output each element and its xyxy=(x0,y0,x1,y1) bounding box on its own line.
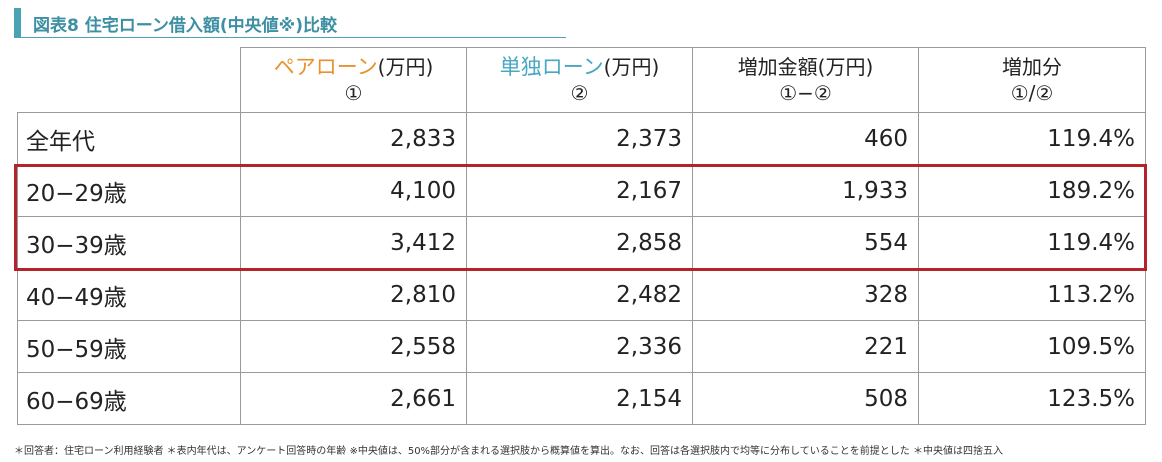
pair-loan-value: 2,810 xyxy=(240,268,467,321)
header-pair-loan-label: ペアローン xyxy=(273,55,378,79)
header-increase-amount-sub: ①−② xyxy=(779,81,832,105)
increase-amount-value: 328 xyxy=(692,268,919,321)
header-corner xyxy=(17,47,241,113)
row-label: 30−39歳 xyxy=(17,216,241,269)
table-row: 20−29歳 4,100 2,167 1,933 189.2% xyxy=(17,164,1146,217)
header-increase-ratio-sub: ①/② xyxy=(1010,81,1054,105)
header-increase-amount: 増加金額(万円) ①−② xyxy=(692,47,919,113)
pair-loan-value: 3,412 xyxy=(240,216,467,269)
header-single-loan-sub: ② xyxy=(570,81,589,105)
pair-loan-value: 4,100 xyxy=(240,164,467,217)
single-loan-value: 2,858 xyxy=(466,216,693,269)
table-row: 40−49歳 2,810 2,482 328 113.2% xyxy=(17,268,1146,321)
increase-amount-value: 508 xyxy=(692,372,919,425)
row-label: 50−59歳 xyxy=(17,320,241,373)
header-increase-ratio: 増加分 ①/② xyxy=(918,47,1146,113)
increase-ratio-value: 123.5% xyxy=(918,372,1146,425)
header-single-loan-label: 単独ローン xyxy=(499,55,604,79)
increase-ratio-value: 113.2% xyxy=(918,268,1146,321)
header-pair-loan: ペアローン(万円) ① xyxy=(240,47,467,113)
pair-loan-value: 2,833 xyxy=(240,112,467,165)
header-increase-ratio-label: 増加分 xyxy=(1002,55,1062,79)
header-increase-amount-label: 増加金額(万円) xyxy=(737,55,874,79)
increase-ratio-value: 119.4% xyxy=(918,112,1146,165)
row-label: 全年代 xyxy=(17,112,241,165)
single-loan-value: 2,373 xyxy=(466,112,693,165)
table-row: 60−69歳 2,661 2,154 508 123.5% xyxy=(17,372,1146,425)
increase-ratio-value: 109.5% xyxy=(918,320,1146,373)
increase-amount-value: 1,933 xyxy=(692,164,919,217)
figure-title: 図表8 住宅ローン借入額(中央値※)比較 xyxy=(33,16,337,36)
footnote: ＊回答者：住宅ローン利用経験者 ＊表内年代は、アンケート回答時の年齢 ※中央値は… xyxy=(14,446,1003,457)
table-row: 30−39歳 3,412 2,858 554 119.4% xyxy=(17,216,1146,269)
row-label: 40−49歳 xyxy=(17,268,241,321)
header-single-loan-unit: (万円) xyxy=(603,55,660,79)
header-single-loan: 単独ローン(万円) ② xyxy=(466,47,693,113)
single-loan-value: 2,482 xyxy=(466,268,693,321)
header-row: ペアローン(万円) ① 単独ローン(万円) ② 増加金額(万円) ①−② 増加分… xyxy=(17,47,1146,113)
header-pair-loan-unit: (万円) xyxy=(377,55,434,79)
increase-amount-value: 554 xyxy=(692,216,919,269)
table-row: 全年代 2,833 2,373 460 119.4% xyxy=(17,112,1146,165)
row-label: 20−29歳 xyxy=(17,164,241,217)
figure-title-bar: 図表8 住宅ローン借入額(中央値※)比較 xyxy=(14,8,566,38)
increase-amount-value: 221 xyxy=(692,320,919,373)
pair-loan-value: 2,661 xyxy=(240,372,467,425)
increase-ratio-value: 189.2% xyxy=(918,164,1146,217)
row-label: 60−69歳 xyxy=(17,372,241,425)
pair-loan-value: 2,558 xyxy=(240,320,467,373)
header-pair-loan-sub: ① xyxy=(344,81,363,105)
single-loan-value: 2,154 xyxy=(466,372,693,425)
loan-comparison-table: ペアローン(万円) ① 単独ローン(万円) ② 増加金額(万円) ①−② 増加分… xyxy=(17,47,1146,425)
table-row: 50−59歳 2,558 2,336 221 109.5% xyxy=(17,320,1146,373)
single-loan-value: 2,336 xyxy=(466,320,693,373)
increase-ratio-value: 119.4% xyxy=(918,216,1146,269)
single-loan-value: 2,167 xyxy=(466,164,693,217)
increase-amount-value: 460 xyxy=(692,112,919,165)
